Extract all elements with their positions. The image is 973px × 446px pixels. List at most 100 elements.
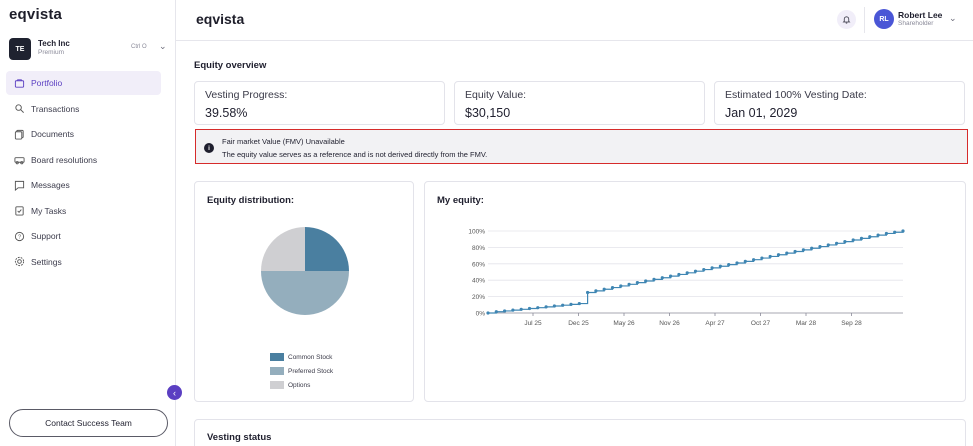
svg-text:?: ? bbox=[17, 234, 20, 240]
data-point bbox=[536, 306, 540, 310]
x-tick-label: Apr 27 bbox=[705, 320, 725, 327]
data-point bbox=[776, 253, 781, 257]
sidebar-item-label: Portfolio bbox=[31, 78, 63, 88]
sidebar-item-board-resolutions[interactable]: Board resolutions bbox=[6, 148, 161, 172]
stat-value: $30,150 bbox=[465, 106, 511, 120]
sidebar-item-label: Settings bbox=[31, 256, 62, 267]
data-point bbox=[627, 282, 631, 286]
legend-swatch bbox=[270, 353, 284, 361]
legend-label: Preferred Stock bbox=[288, 367, 334, 375]
pie-chart bbox=[261, 227, 349, 315]
company-avatar: TE bbox=[9, 38, 31, 60]
data-point bbox=[884, 231, 888, 236]
data-point bbox=[768, 254, 772, 259]
pie-slice-options[interactable] bbox=[261, 227, 305, 271]
data-point bbox=[644, 279, 648, 283]
sidebar-item-support[interactable]: ? Support bbox=[6, 224, 161, 248]
app-logo[interactable]: eqvista bbox=[9, 6, 63, 23]
sidebar-item-portfolio[interactable]: Portfolio bbox=[6, 71, 161, 95]
avatar[interactable]: RL bbox=[874, 9, 894, 29]
sidebar-item-messages[interactable]: Messages bbox=[6, 173, 161, 197]
fmv-notice: i Fair market Value (FMV) Unavailable Th… bbox=[195, 129, 968, 164]
pie-legend: Common Stock Preferred Stock Options bbox=[270, 350, 333, 392]
data-point bbox=[785, 251, 789, 255]
company-name: Tech Inc bbox=[38, 39, 70, 48]
user-name[interactable]: Robert Lee bbox=[898, 10, 943, 20]
stat-label: Vesting Progress: bbox=[205, 89, 288, 101]
collapse-sidebar-icon[interactable]: ‹ bbox=[167, 385, 182, 400]
sidebar-item-label: Messages bbox=[31, 180, 70, 190]
data-point bbox=[594, 289, 598, 293]
fmv-notice-text: The equity value serves as a reference a… bbox=[222, 150, 488, 159]
y-tick-label: 60% bbox=[472, 261, 485, 268]
data-point bbox=[843, 240, 847, 244]
y-tick-label: 0% bbox=[476, 311, 486, 318]
data-point bbox=[577, 301, 581, 306]
data-point bbox=[610, 285, 615, 290]
vesting-status-card: Vesting status bbox=[194, 419, 966, 446]
data-point bbox=[677, 272, 681, 277]
data-point bbox=[511, 308, 515, 312]
data-point bbox=[859, 236, 864, 240]
pie-slice-preferred-stock[interactable] bbox=[261, 271, 349, 315]
data-point bbox=[710, 266, 714, 270]
data-point bbox=[552, 304, 556, 308]
panel-title: Vesting status bbox=[207, 432, 272, 443]
x-tick-label: Sep 28 bbox=[841, 320, 862, 327]
stat-card-vesting-date: Estimated 100% Vesting Date: Jan 01, 202… bbox=[714, 81, 965, 125]
sidebar-item-documents[interactable]: Documents bbox=[6, 122, 161, 146]
settings-icon bbox=[13, 256, 25, 268]
stat-card-vesting-progress: Vesting Progress: 39.58% bbox=[194, 81, 445, 125]
data-point bbox=[818, 244, 822, 249]
sidebar-item-my-tasks[interactable]: My Tasks bbox=[6, 199, 161, 223]
contact-success-team-button[interactable]: Contact Success Team bbox=[9, 409, 168, 437]
stat-label: Estimated 100% Vesting Date: bbox=[725, 89, 867, 101]
sidebar-item-label: My Tasks bbox=[31, 205, 67, 216]
data-point bbox=[826, 243, 830, 247]
top-header: eqvista RL Robert Lee Shareholder ⌄ bbox=[176, 0, 973, 41]
fmv-notice-title: Fair market Value (FMV) Unavailable bbox=[222, 137, 345, 146]
data-point bbox=[660, 276, 664, 280]
y-tick-label: 20% bbox=[472, 294, 485, 301]
documents-icon bbox=[13, 128, 25, 140]
data-point bbox=[868, 235, 872, 239]
sidebar-nav: Portfolio Transactions Documents Board r… bbox=[6, 71, 161, 275]
section-title-equity-overview: Equity overview bbox=[194, 60, 267, 71]
data-point bbox=[718, 264, 722, 268]
data-point bbox=[702, 267, 706, 272]
page-title: eqvista bbox=[196, 11, 245, 27]
sidebar-item-settings[interactable]: Settings bbox=[6, 250, 161, 274]
sidebar-item-transactions[interactable]: Transactions bbox=[6, 97, 161, 121]
data-point bbox=[835, 241, 839, 245]
x-tick-label: Mar 28 bbox=[796, 320, 817, 327]
y-tick-label: 80% bbox=[472, 245, 485, 252]
company-switcher[interactable]: TE Tech Inc Premium Ctrl O ⌄ bbox=[9, 38, 169, 62]
transactions-icon bbox=[13, 103, 25, 115]
data-point bbox=[801, 248, 805, 252]
data-point bbox=[652, 277, 656, 281]
sidebar: eqvista TE Tech Inc Premium Ctrl O ⌄ Por… bbox=[0, 0, 176, 446]
legend-label: Common Stock bbox=[288, 353, 333, 361]
data-point bbox=[810, 246, 814, 250]
y-tick-label: 40% bbox=[472, 278, 485, 285]
pie-slice-common-stock[interactable] bbox=[305, 227, 349, 271]
chevron-down-icon[interactable]: ⌄ bbox=[949, 13, 957, 23]
data-point bbox=[752, 258, 756, 262]
legend-item-preferred-stock: Preferred Stock bbox=[270, 364, 333, 378]
company-plan: Premium bbox=[38, 49, 65, 56]
company-shortcut: Ctrl O bbox=[131, 44, 147, 50]
bell-icon[interactable] bbox=[837, 10, 856, 29]
messages-icon bbox=[13, 179, 25, 191]
stat-card-equity-value: Equity Value: $30,150 bbox=[454, 81, 705, 125]
data-point bbox=[685, 271, 689, 275]
data-point bbox=[544, 305, 548, 309]
user-role: Shareholder bbox=[898, 20, 934, 27]
portfolio-icon bbox=[13, 77, 25, 89]
sidebar-item-label: Support bbox=[31, 231, 61, 241]
board-icon bbox=[13, 154, 25, 166]
chevron-down-icon[interactable]: ⌄ bbox=[159, 41, 167, 51]
legend-swatch bbox=[270, 381, 284, 389]
header-divider bbox=[864, 7, 865, 33]
data-point bbox=[561, 303, 565, 307]
data-point bbox=[519, 307, 523, 311]
